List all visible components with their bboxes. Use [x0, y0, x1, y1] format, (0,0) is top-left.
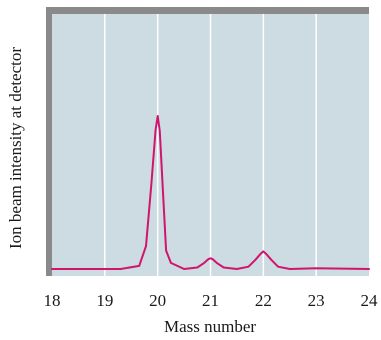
y-axis-label: Ion beam intensity at detector — [6, 47, 25, 249]
x-tick-label-23: 23 — [308, 291, 325, 310]
x-tick-label-18: 18 — [44, 291, 61, 310]
x-tick-labels: 18 19 20 21 22 23 24 — [44, 291, 379, 310]
x-tick-label-24: 24 — [361, 291, 379, 310]
x-axis-label: Mass number — [164, 317, 256, 336]
x-tick-label-22: 22 — [255, 291, 272, 310]
x-tick-label-20: 20 — [149, 291, 166, 310]
x-tick-label-19: 19 — [96, 291, 113, 310]
spectrum-line — [51, 115, 370, 270]
x-tick-label-21: 21 — [202, 291, 219, 310]
gridlines — [104, 14, 317, 276]
